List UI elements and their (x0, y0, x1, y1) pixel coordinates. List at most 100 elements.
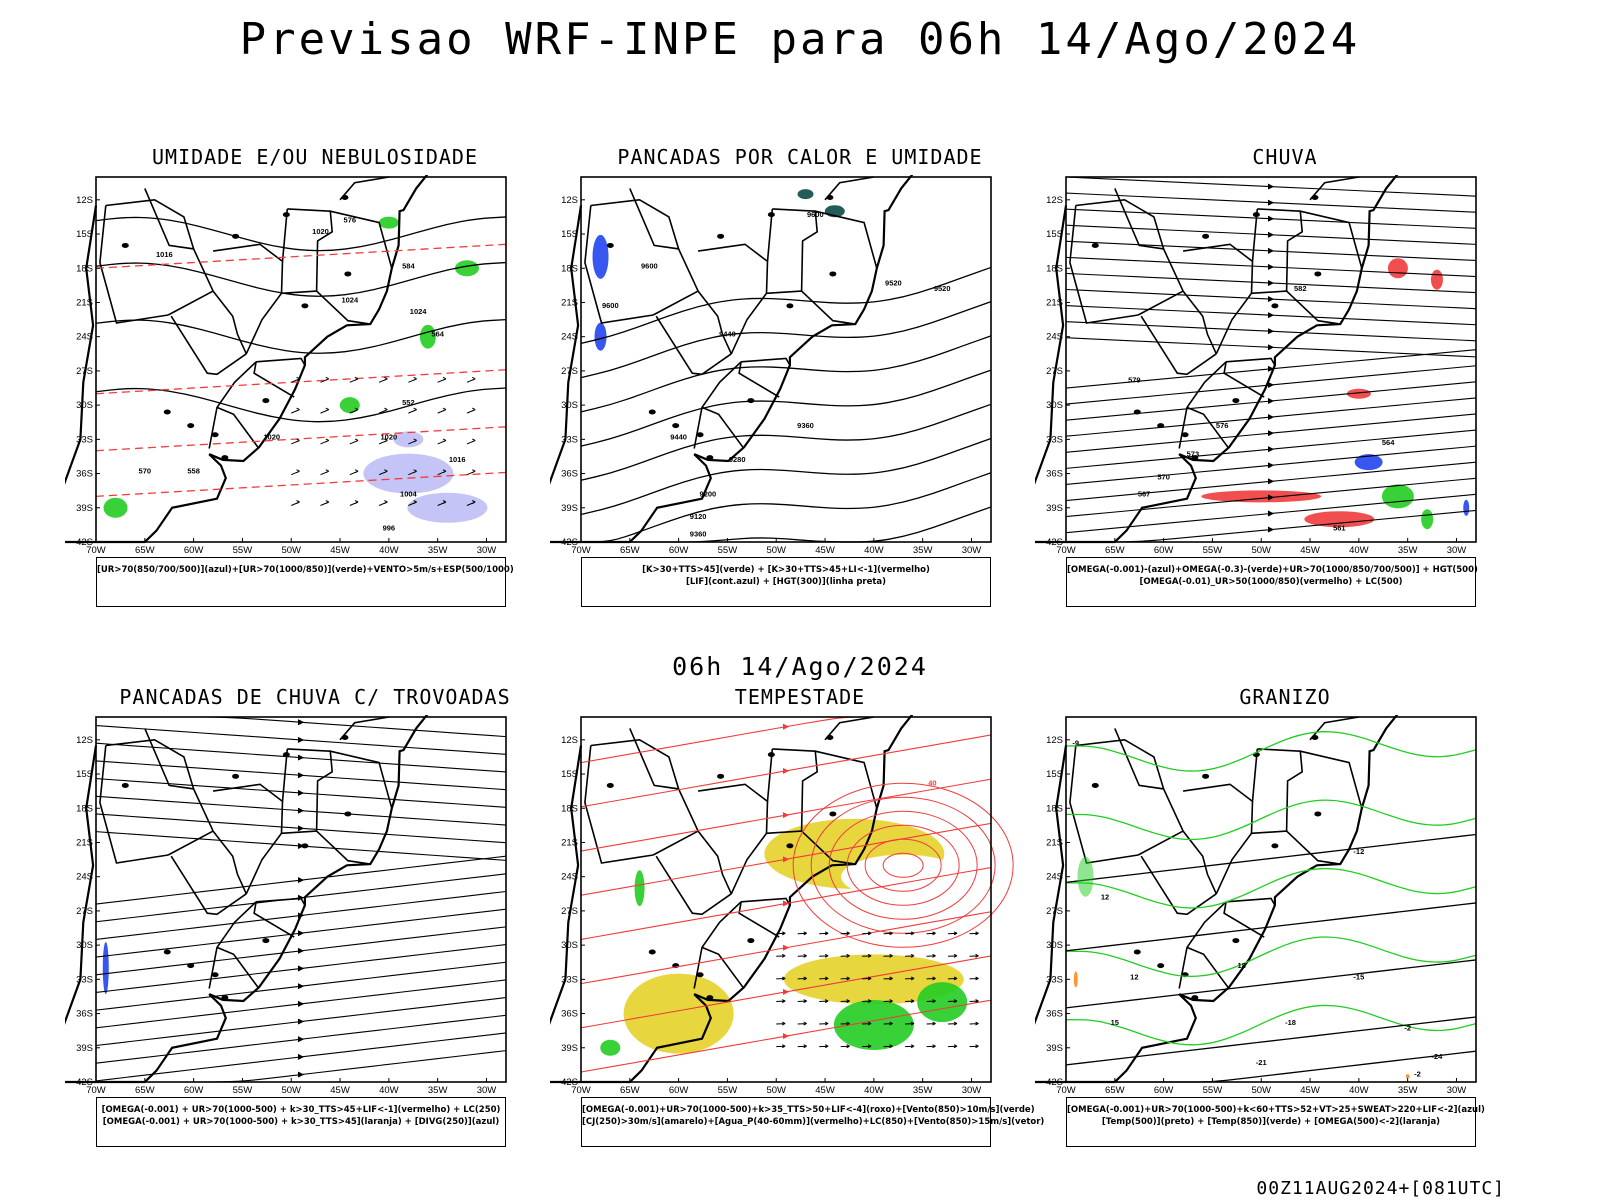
lon-label: 70W (571, 1085, 591, 1096)
lon-label: 40W (864, 545, 884, 556)
flow-arrow (297, 1000, 305, 1007)
humidity-700-area (363, 453, 454, 494)
wind-vector (797, 953, 807, 958)
weak-omega-area (1463, 499, 1470, 516)
lat-label: 30S (76, 940, 93, 951)
wind-vector (349, 438, 359, 445)
panel-umidade: UMIDADE E/OU NEBULOSIDADE 1016 1020 1024 10… (65, 145, 565, 615)
contour-label: 9600 (602, 301, 619, 310)
contour-label: -2 (1414, 1069, 1421, 1078)
lake (211, 432, 219, 438)
lake (1314, 811, 1322, 817)
state-border (281, 208, 289, 262)
lat-label: 33S (1046, 974, 1063, 985)
lif-contour-area (592, 234, 609, 279)
lake (829, 811, 837, 817)
wind-vector (948, 931, 958, 936)
lifted-condensation-contour (792, 782, 1014, 948)
weak-omega-area (1354, 454, 1383, 471)
contour-label: -9 (1072, 739, 1079, 748)
contour-label: 570 (1157, 472, 1170, 481)
lat-label: 24S (76, 332, 93, 343)
wind850-area (600, 1039, 621, 1056)
flow-arrow (1267, 510, 1275, 517)
flow-arrow (297, 825, 305, 832)
lon-label: 35W (428, 545, 448, 556)
pressure-isobar (95, 387, 507, 423)
lat-label: 27S (1046, 906, 1063, 917)
lon-label: 70W (86, 545, 106, 556)
lat-label: 27S (76, 366, 93, 377)
contour-label: 9520 (885, 278, 902, 287)
state-border (208, 361, 257, 449)
flow-arrow (782, 767, 790, 774)
flow-arrow (297, 894, 305, 901)
flow-arrow (297, 965, 305, 972)
panel-title: TEMPESTADE (734, 685, 866, 709)
state-border (105, 198, 195, 250)
lake (826, 195, 834, 201)
lon-label: 55W (1203, 1085, 1223, 1096)
wind-streamline (1065, 256, 1477, 278)
wind-vector (408, 438, 417, 445)
lat-label: 42S (76, 1077, 93, 1088)
wind-streamline (1065, 461, 1477, 502)
state-border (1257, 208, 1301, 212)
lake (163, 949, 171, 955)
state-border (1178, 361, 1227, 449)
state-border (212, 783, 284, 834)
legend-chuva: [OMEGA(-0.001)-(azul)+OMEGA(-0.3)-(verde… (1066, 557, 1478, 607)
lat-label: 36S (561, 469, 578, 480)
contour-label: 570 (139, 467, 152, 476)
plot-frame (95, 176, 507, 543)
legend-line: [K>30+TTS>45](verde) + [K>30+TTS>45+LI<-… (642, 565, 930, 575)
wind-streamline (1065, 365, 1477, 405)
lon-label: 70W (1056, 1085, 1076, 1096)
flow-arrow (782, 812, 790, 819)
wind-streamline (1065, 176, 1477, 197)
humidity-700-area (393, 431, 424, 448)
state-border (590, 738, 680, 790)
lon-label: 65W (135, 545, 155, 556)
wind-vector (408, 376, 417, 383)
lon-label: 30W (1447, 545, 1467, 556)
lat-label: 21S (1046, 297, 1063, 308)
hgt300-contour (580, 472, 992, 543)
wind-vector (291, 500, 300, 506)
lat-label: 27S (561, 906, 578, 917)
flow-arrow (1267, 381, 1275, 388)
legend-line: [CJ(250)>30m/s](amarelo)+[Agua_P(40-60mm… (582, 1117, 1045, 1127)
wind-streamline (1065, 288, 1477, 310)
lat-label: 24S (561, 872, 578, 883)
state-border (697, 243, 769, 294)
flow-arrow (297, 790, 305, 796)
wind-vector (926, 931, 936, 936)
lon-label: 35W (1398, 545, 1418, 556)
state-border (1075, 738, 1165, 790)
panel-title: PANCADAS POR CALOR E UMIDADE (617, 145, 983, 169)
plot-frame (1065, 716, 1477, 1083)
state-border (170, 855, 247, 916)
wind-vector (378, 376, 388, 383)
lon-label: 65W (620, 1085, 640, 1096)
lon-label: 55W (233, 1085, 253, 1096)
state-border (824, 716, 875, 741)
lat-label: 30S (1046, 400, 1063, 411)
wind-streamline (95, 855, 507, 905)
state-border (584, 745, 654, 864)
wind-vector (437, 469, 447, 476)
lat-label: 24S (76, 872, 93, 883)
lake (1232, 938, 1240, 944)
state-border (281, 748, 289, 802)
wind-streamline (95, 997, 507, 1047)
plot-frame (580, 716, 992, 1083)
flow-arrow (297, 1053, 305, 1060)
lon-label: 60W (1154, 1085, 1174, 1096)
state-border (697, 290, 733, 355)
wind-vector (948, 1044, 958, 1049)
wind-vector (862, 953, 872, 958)
map-umidade: 1016 1020 1024 1020 1016 1004 996 1024 1020 552 55… (65, 175, 507, 556)
rain-area (1346, 388, 1371, 399)
wind-vector (948, 999, 958, 1003)
wind-vector (437, 500, 447, 506)
